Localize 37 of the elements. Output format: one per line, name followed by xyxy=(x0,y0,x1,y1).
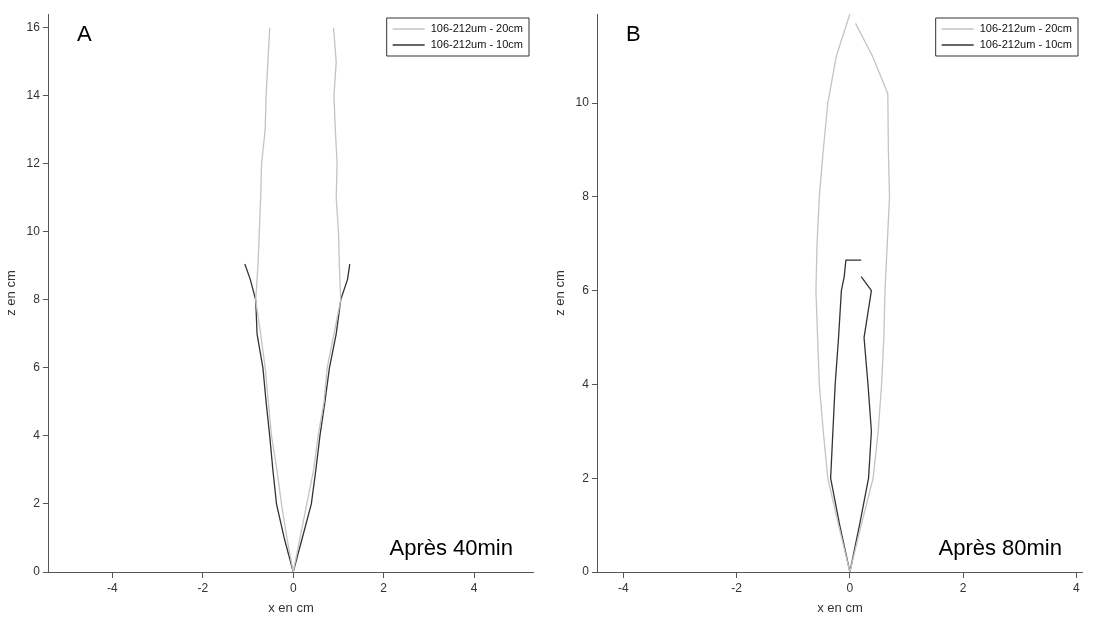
y-tick-label: 8 xyxy=(33,292,41,307)
y-tick-label: 6 xyxy=(582,282,590,297)
x-tick-label: 0 xyxy=(289,580,297,595)
x-axis-title: x en cm xyxy=(817,599,863,615)
y-tick-label: 12 xyxy=(26,156,41,171)
legend-label: 106-212um - 10cm xyxy=(979,38,1072,51)
x-tick-label: -4 xyxy=(618,580,630,595)
y-tick-label: 14 xyxy=(26,87,41,102)
x-tick-label: 4 xyxy=(1072,580,1080,595)
x-tick-label: 0 xyxy=(846,580,854,595)
annotation: Après 80min xyxy=(938,535,1062,561)
y-tick-label: 4 xyxy=(582,376,590,391)
chart-title: B xyxy=(625,21,641,47)
annotation: Après 40min xyxy=(389,535,513,561)
y-tick-label: 16 xyxy=(26,19,41,34)
y-tick-label: 0 xyxy=(33,564,41,579)
x-tick-label: 4 xyxy=(470,580,478,595)
y-tick-label: 10 xyxy=(26,224,41,239)
y-tick-label: 8 xyxy=(582,189,590,204)
x-axis-title: x en cm xyxy=(268,599,314,615)
y-tick-label: 4 xyxy=(33,428,41,443)
x-tick-label: -2 xyxy=(197,580,209,595)
chart-title: A xyxy=(76,21,92,47)
y-tick-label: 0 xyxy=(582,564,590,579)
y-tick-label: 10 xyxy=(575,95,590,110)
x-tick-label: -4 xyxy=(106,580,118,595)
legend-label: 106-212um - 20cm xyxy=(430,22,523,35)
y-tick-label: 2 xyxy=(582,470,590,485)
legend-label: 106-212um - 20cm xyxy=(979,22,1072,35)
y-axis-title: z en cm xyxy=(3,270,19,316)
legend-label: 106-212um - 10cm xyxy=(430,38,523,51)
x-tick-label: 2 xyxy=(380,580,388,595)
y-tick-label: 6 xyxy=(33,360,41,375)
x-tick-label: 2 xyxy=(959,580,967,595)
y-tick-label: 2 xyxy=(33,496,41,511)
y-axis-title: z en cm xyxy=(552,270,568,316)
x-tick-label: -2 xyxy=(731,580,743,595)
